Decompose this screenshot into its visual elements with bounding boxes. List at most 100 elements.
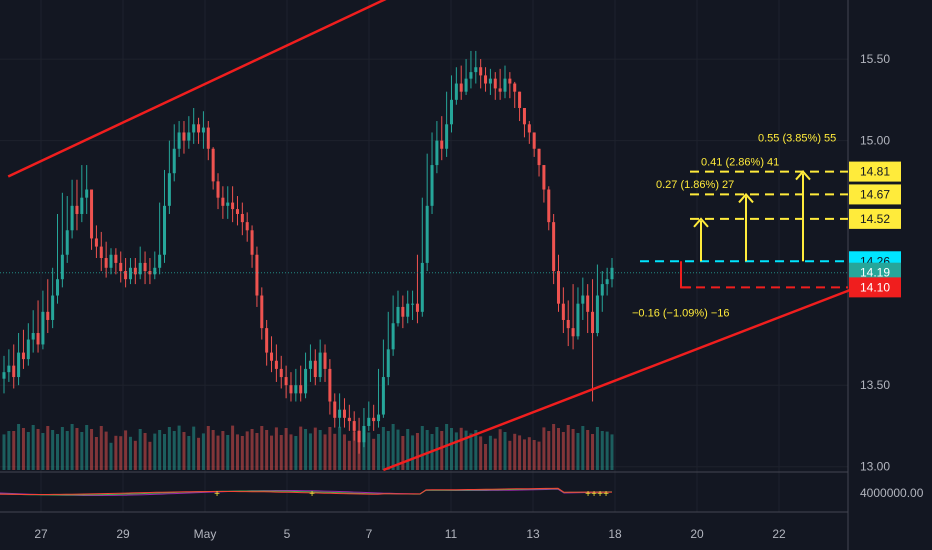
candle-body[interactable] — [323, 352, 327, 369]
candle-body[interactable] — [420, 262, 424, 312]
candle-body[interactable] — [255, 254, 259, 296]
candle-body[interactable] — [85, 189, 89, 198]
candle-body[interactable] — [391, 323, 395, 350]
candle-body[interactable] — [206, 127, 210, 149]
candle-body[interactable] — [31, 333, 35, 340]
candle-body[interactable] — [201, 127, 205, 133]
candle-body[interactable] — [367, 417, 371, 426]
candle-body[interactable] — [328, 368, 332, 402]
candle-body[interactable] — [527, 124, 531, 133]
candle-body[interactable] — [167, 173, 171, 206]
candle-body[interactable] — [459, 83, 463, 92]
candle-body[interactable] — [595, 295, 599, 334]
candle-body[interactable] — [94, 238, 98, 247]
candle-body[interactable] — [445, 124, 449, 149]
candle-body[interactable] — [51, 295, 55, 320]
candle-body[interactable] — [522, 107, 526, 125]
candle-body[interactable] — [133, 267, 137, 275]
candle-body[interactable] — [211, 148, 215, 182]
candle-body[interactable] — [464, 78, 468, 92]
candle-body[interactable] — [435, 140, 439, 166]
candle-body[interactable] — [469, 72, 473, 79]
candle-body[interactable] — [381, 377, 385, 415]
candle-body[interactable] — [479, 67, 483, 76]
candle-body[interactable] — [313, 360, 317, 378]
candle-body[interactable] — [192, 124, 196, 133]
candle-body[interactable] — [503, 78, 507, 92]
candle-body[interactable] — [352, 421, 356, 431]
candle-body[interactable] — [2, 372, 6, 379]
candle-body[interactable] — [55, 279, 60, 296]
candle-body[interactable] — [552, 222, 556, 272]
candle-body[interactable] — [454, 83, 458, 100]
candle-body[interactable] — [415, 303, 419, 312]
candle-body[interactable] — [386, 349, 390, 378]
candle-body[interactable] — [474, 67, 478, 73]
candle-body[interactable] — [138, 262, 142, 275]
candle-body[interactable] — [148, 271, 152, 275]
candle-body[interactable] — [357, 430, 361, 443]
candle-body[interactable] — [484, 75, 488, 84]
candle-body[interactable] — [425, 205, 429, 263]
candle-body[interactable] — [440, 140, 444, 149]
candle-body[interactable] — [556, 271, 561, 304]
candle-body[interactable] — [430, 165, 434, 206]
candle-body[interactable] — [401, 306, 405, 317]
candle-body[interactable] — [197, 124, 201, 133]
candle-body[interactable] — [7, 365, 11, 373]
candle-body[interactable] — [571, 328, 575, 337]
candle-body[interactable] — [488, 78, 492, 84]
candle-body[interactable] — [299, 385, 303, 394]
candle-body[interactable] — [304, 368, 308, 394]
support-trend-line[interactable] — [382, 286, 858, 472]
candle-body[interactable] — [333, 401, 337, 418]
candle-body[interactable] — [128, 267, 132, 280]
candle-body[interactable] — [396, 306, 400, 324]
candle-body[interactable] — [498, 88, 502, 92]
candle-body[interactable] — [600, 284, 604, 296]
candle-body[interactable] — [274, 360, 278, 369]
candle-body[interactable] — [216, 181, 220, 198]
candle-body[interactable] — [561, 303, 565, 320]
candle-body[interactable] — [294, 385, 298, 394]
candle-body[interactable] — [586, 295, 590, 312]
candle-body[interactable] — [143, 262, 147, 272]
candle-body[interactable] — [21, 352, 25, 360]
candle-body[interactable] — [250, 230, 254, 255]
candle-body[interactable] — [75, 205, 79, 214]
candle-body[interactable] — [124, 271, 128, 280]
candle-body[interactable] — [36, 333, 40, 345]
candle-body[interactable] — [537, 148, 541, 166]
candle-body[interactable] — [109, 254, 113, 268]
candle-body[interactable] — [80, 197, 84, 214]
candle-body[interactable] — [163, 205, 167, 255]
candle-body[interactable] — [270, 352, 274, 361]
candle-body[interactable] — [377, 414, 381, 422]
candle-body[interactable] — [508, 78, 512, 84]
candle-body[interactable] — [591, 311, 595, 334]
candle-body[interactable] — [581, 295, 585, 304]
candle-body[interactable] — [17, 352, 21, 378]
candle-body[interactable] — [90, 189, 94, 239]
candle-body[interactable] — [12, 365, 16, 378]
candle-body[interactable] — [518, 91, 522, 108]
candle-body[interactable] — [172, 148, 176, 174]
candle-body[interactable] — [406, 303, 410, 317]
candle-body[interactable] — [308, 360, 312, 369]
candle-body[interactable] — [449, 99, 453, 125]
candle-body[interactable] — [235, 209, 239, 214]
candle-body[interactable] — [177, 132, 181, 149]
candle-body[interactable] — [605, 279, 609, 285]
candle-body[interactable] — [46, 311, 50, 320]
candle-body[interactable] — [411, 303, 415, 305]
candle-body[interactable] — [65, 230, 69, 255]
candle-body[interactable] — [99, 246, 103, 259]
candle-body[interactable] — [342, 409, 346, 418]
candle-body[interactable] — [260, 295, 264, 329]
candle-body[interactable] — [153, 267, 157, 275]
candle-body[interactable] — [60, 254, 64, 280]
resistance-trend-line[interactable] — [7, 0, 414, 178]
candle-body[interactable] — [576, 303, 580, 337]
candle-body[interactable] — [70, 205, 74, 231]
candle-body[interactable] — [245, 222, 249, 231]
